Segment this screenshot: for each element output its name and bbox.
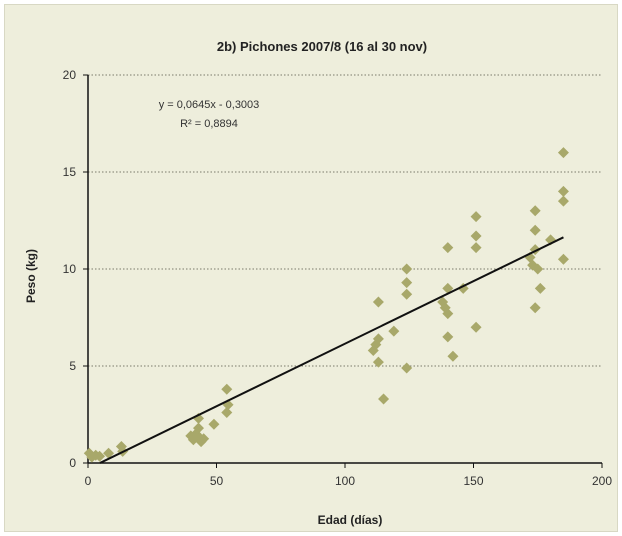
data-point [221, 407, 233, 419]
data-point [529, 205, 541, 217]
data-point [529, 224, 541, 236]
data-point [470, 211, 482, 223]
x-tick-label: 50 [210, 474, 224, 488]
data-point [401, 263, 413, 275]
scatter-chart: 2b) Pichones 2007/8 (16 al 30 nov) 0 5 10 1… [24, 39, 613, 527]
x-tick-label: 200 [592, 474, 612, 488]
y-tick-label: 0 [69, 456, 76, 470]
data-point [372, 333, 384, 345]
data-point [442, 242, 454, 254]
trendline-equation: y = 0,0645x - 0,3003 [159, 99, 260, 111]
data-point [94, 450, 106, 462]
axes [83, 74, 603, 468]
x-tick-label: 100 [335, 474, 355, 488]
data-point [470, 230, 482, 242]
chart-title: 2b) Pichones 2007/8 (16 al 30 nov) [217, 39, 427, 54]
data-point [378, 393, 390, 405]
data-point [221, 383, 233, 395]
x-axis-title: Edad (días) [318, 513, 383, 527]
data-point [470, 242, 482, 254]
data-point [557, 195, 569, 207]
data-point [557, 147, 569, 159]
data-point [532, 263, 544, 275]
data-point [470, 321, 482, 333]
data-point [193, 422, 205, 434]
y-tick-label: 10 [63, 262, 77, 276]
data-point [447, 350, 459, 362]
data-points [83, 147, 569, 463]
data-point [401, 288, 413, 300]
data-point [372, 356, 384, 368]
x-tick-label: 150 [463, 474, 483, 488]
data-point [198, 433, 210, 445]
data-point [529, 302, 541, 314]
trendline [99, 236, 564, 464]
data-point [388, 325, 400, 337]
chart-frame: 2b) Pichones 2007/8 (16 al 30 nov) 0 5 10 1… [4, 4, 618, 532]
y-axis-title: Peso (kg) [24, 249, 38, 303]
data-point [401, 362, 413, 374]
x-tick-label: 0 [85, 474, 92, 488]
y-tick-label: 20 [63, 68, 77, 82]
trendline-group [99, 236, 564, 464]
data-point [557, 185, 569, 197]
data-point [401, 277, 413, 289]
data-point [372, 296, 384, 308]
data-point [442, 308, 454, 320]
data-point [442, 331, 454, 343]
data-point [534, 282, 546, 294]
data-point [557, 253, 569, 265]
y-tick-label: 15 [63, 165, 77, 179]
y-tick-label: 5 [69, 359, 76, 373]
data-point [442, 282, 454, 294]
r-squared-label: R² = 0,8894 [180, 118, 238, 130]
data-point [208, 418, 220, 430]
data-point [103, 447, 115, 459]
gridlines [88, 74, 602, 367]
